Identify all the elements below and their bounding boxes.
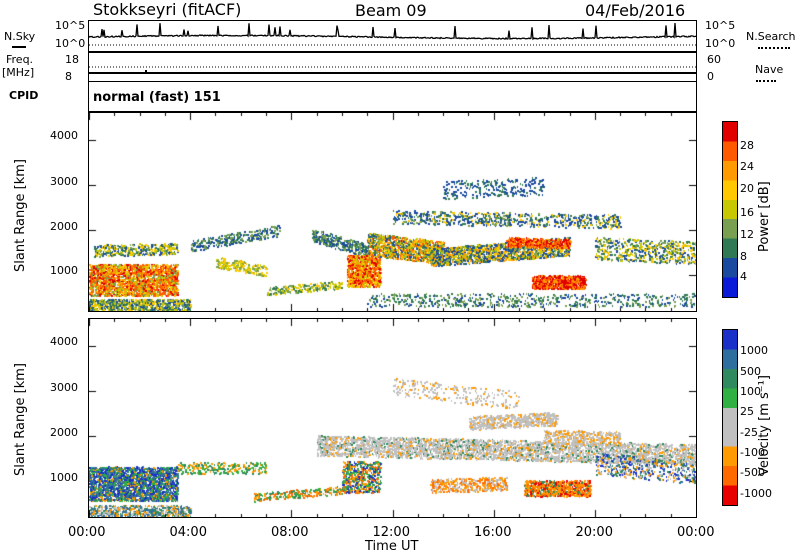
nsky-tick-top: 10^5 (55, 19, 86, 32)
power-ylabel: Slant Range [km] (13, 159, 28, 272)
power-cb-tick-24: 24 (740, 160, 754, 173)
nsky-panel (88, 20, 697, 52)
x-tick-4: 16:00 (474, 525, 512, 540)
power-cb-tick-28: 28 (740, 139, 754, 152)
power-cb-tick-4: 4 (740, 270, 747, 283)
freq-tick-bottom: 8 (65, 70, 72, 83)
station-title: Stokkseyri (fitACF) (93, 0, 242, 19)
power-colorbar (722, 121, 738, 298)
freq-trace (89, 66, 696, 74)
x-tick-5: 20:00 (575, 525, 613, 540)
freq-tick-top: 18 (65, 53, 79, 66)
velocity-panel (88, 318, 697, 518)
x-tick-0: 00:00 (68, 525, 106, 540)
vel-cb-tick-100: 100 (740, 385, 761, 398)
power-cb-label: Power [dB] (757, 181, 772, 252)
vel-cb-tick-m500: -500 (740, 466, 765, 479)
nsky-trace (89, 23, 696, 46)
vel-cb-tick-1000: 1000 (740, 344, 768, 357)
date-title: 04/Feb/2016 (585, 1, 686, 20)
nave-label: Nave (755, 63, 784, 76)
power-cb-tick-20: 20 (740, 182, 754, 195)
power-panel (88, 112, 697, 312)
power-cb-tick-12: 12 (740, 228, 754, 241)
nsearch-legend-line (758, 47, 790, 49)
cpid-value: normal (fast) 151 (93, 90, 221, 105)
x-tick-2: 08:00 (271, 525, 309, 540)
power-cb-tick-16: 16 (740, 206, 754, 219)
vel-cb-tick-25: 25 (740, 405, 754, 418)
cpid-label: CPID (9, 89, 39, 102)
vel-cb-tick-m25: -25 (740, 426, 758, 439)
power-cb-tick-8: 8 (740, 250, 747, 263)
freq-label: Freq. (6, 53, 34, 66)
velocity-ytick-3000: 3000 (50, 381, 78, 394)
nave-tick-top: 60 (707, 53, 721, 66)
nave-tick-bottom: 0 (707, 70, 714, 83)
power-ytick-3000: 3000 (50, 175, 78, 188)
beam-title: Beam 09 (355, 1, 427, 20)
nsky-label: N.Sky (4, 30, 36, 43)
power-ytick-1000: 1000 (50, 264, 78, 277)
x-tick-6: 00:00 (677, 525, 715, 540)
vel-cb-tick-m1000: -1000 (740, 487, 772, 500)
velocity-heatmap (89, 319, 696, 517)
x-axis-label: Time UT (365, 539, 419, 554)
nave-legend-line (756, 80, 776, 82)
cpid-panel: normal (fast) 151 (88, 82, 697, 112)
velocity-colorbar (722, 329, 738, 506)
velocity-ytick-4000: 4000 (50, 335, 78, 348)
vel-cb-tick-m100: -100 (740, 446, 765, 459)
velocity-ytick-1000: 1000 (50, 471, 78, 484)
nsearch-tick-bottom: 10^0 (705, 37, 736, 50)
nsky-legend-line (12, 46, 26, 48)
power-ytick-2000: 2000 (50, 220, 78, 233)
nsky-tick-bottom: 10^0 (55, 37, 86, 50)
nsearch-label: N.Search (746, 30, 796, 43)
velocity-ylabel: Slant Range [km] (13, 363, 28, 476)
freq-panel (88, 52, 697, 82)
x-tick-1: 04:00 (169, 525, 207, 540)
power-heatmap (89, 113, 696, 311)
x-tick-3: 12:00 (372, 525, 410, 540)
nsearch-tick-top: 10^5 (705, 19, 736, 32)
power-ytick-4000: 4000 (50, 129, 78, 142)
velocity-ytick-2000: 2000 (50, 426, 78, 439)
vel-cb-tick-500: 500 (740, 365, 761, 378)
freq-unit: [MHz] (2, 66, 35, 79)
velocity-cb-label: Velocity [m s⁻¹] (757, 375, 772, 476)
